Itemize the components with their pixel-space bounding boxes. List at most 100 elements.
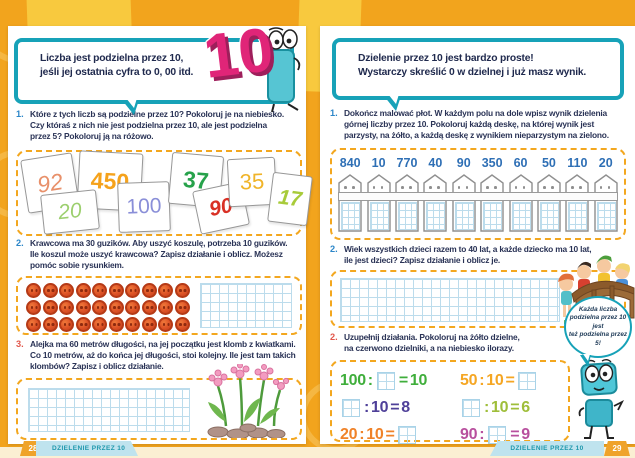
equation-token: = (505, 372, 515, 389)
equation-blank[interactable] (462, 399, 480, 417)
number-card-20[interactable]: 20 (40, 189, 100, 235)
fence-plank[interactable] (452, 174, 476, 232)
chapter-ribbon: DZIELENIE PRZEZ 10 (490, 441, 604, 456)
fence-dividend: 50 (541, 156, 556, 170)
button-icon (158, 283, 173, 298)
chapter-title: DZIELENIE PRZEZ 10 (510, 445, 584, 452)
fence-column: 770 (393, 156, 421, 232)
number-card-100[interactable]: 100 (117, 181, 171, 233)
button-icon (92, 283, 107, 298)
big-ten-graphic: 10 (200, 15, 277, 92)
plank-answer-grid[interactable] (568, 202, 588, 230)
fence-rail (338, 192, 618, 201)
fence-column: 40 (421, 156, 449, 232)
button-icon (158, 300, 173, 315)
equation-blank[interactable] (376, 372, 395, 390)
left-page: Liczba jest podzielna przez 10, jeśli je… (8, 15, 313, 444)
plank-answer-grid[interactable] (539, 202, 559, 230)
page-number: 29 (612, 444, 622, 453)
equation-token: : (359, 426, 365, 443)
button-row (26, 300, 191, 317)
equation: :10 = 6 (460, 399, 566, 417)
equation-token: = (385, 426, 395, 443)
equation: :10 = 8 (340, 399, 460, 417)
plank-answer-grid[interactable] (596, 202, 616, 230)
equation-token: = (510, 399, 520, 416)
fence-plank[interactable] (423, 174, 448, 232)
fence-plank[interactable] (338, 174, 362, 232)
button-icon (42, 283, 58, 298)
button-icon (92, 300, 107, 315)
plank-answer-grid[interactable] (397, 202, 417, 230)
button-icon (141, 300, 157, 315)
fence-plank[interactable] (594, 174, 618, 232)
equation-blank[interactable] (518, 372, 537, 390)
equation-token: : (364, 399, 370, 416)
equation-token: = (398, 372, 408, 389)
plank-answer-grid[interactable] (426, 202, 446, 230)
children-illustration (558, 255, 635, 324)
plank-answer-grid[interactable] (341, 202, 361, 230)
button-icon (108, 300, 124, 315)
flowers-illustration (207, 364, 290, 438)
equation-token: = (390, 399, 400, 416)
hint-bubble: Każda liczba podzielna przez 10 jest też… (564, 296, 632, 367)
fence-plank[interactable] (508, 174, 533, 232)
page-number: 28 (28, 444, 38, 453)
chapter-title: DZIELENIE PRZEZ 10 (52, 445, 126, 452)
button-icon (125, 317, 140, 332)
pencil-character-icon (267, 27, 301, 113)
answer-grid[interactable] (340, 278, 560, 322)
button-icon (75, 283, 91, 298)
fence-dividend: 20 (598, 156, 613, 170)
answer-grid[interactable] (200, 283, 292, 328)
plank-answer-grid[interactable] (511, 202, 531, 230)
fence-dividend: 10 (371, 156, 386, 170)
flowers-box (16, 364, 302, 440)
equation-token: 90 (460, 426, 478, 443)
fence-plank[interactable] (565, 174, 590, 232)
plank-answer-grid[interactable] (483, 202, 503, 230)
fence-plank[interactable] (480, 174, 504, 232)
equation-token: 100 (340, 372, 366, 389)
equation-token: : (479, 426, 485, 443)
chapter-ribbon: DZIELENIE PRZEZ 10 (36, 441, 138, 456)
button-icon (26, 300, 41, 315)
fence-column: 60 (506, 156, 534, 232)
button-icon (59, 283, 74, 298)
exercise-number: 2. (16, 238, 24, 248)
fence-plank[interactable] (537, 174, 561, 232)
button-row (26, 283, 191, 300)
fence-plank[interactable] (395, 174, 419, 232)
equation-token: 50 (460, 372, 478, 389)
right-speech-bubble: Dzielenie przez 10 jest bardzo proste! W… (332, 38, 624, 111)
equation-blank[interactable] (342, 399, 360, 417)
bubble-tail (580, 355, 591, 367)
equation: 50:10 = (460, 372, 566, 390)
exercise-text: Alejka ma 60 metrów długości, na jej poc… (30, 339, 296, 371)
plank-answer-grid[interactable] (369, 202, 389, 230)
fence-dividend: 350 (481, 156, 503, 170)
equation-blank[interactable] (398, 426, 417, 444)
bubble-tail-inner (388, 94, 399, 104)
exercise-text: Dokończ malować płot. W każdym polu na d… (344, 108, 609, 140)
children-box (330, 255, 635, 328)
equation-token: : (484, 399, 490, 416)
exercise-number: 2. (330, 332, 338, 342)
exercise-number: 3. (16, 339, 24, 349)
card-number: 35 (239, 168, 265, 195)
button-icon (92, 317, 107, 332)
plank-answer-grid[interactable] (454, 202, 474, 230)
answer-grid[interactable] (28, 388, 190, 432)
fence-plank[interactable] (366, 174, 391, 232)
fence-dividend: 40 (428, 156, 443, 170)
fence-column: 840 (336, 156, 364, 232)
exercise-number: 2. (330, 244, 338, 254)
equation-token: 6 (521, 399, 530, 416)
number-card-17[interactable]: 17 (267, 171, 313, 227)
equation-token: 10 (366, 426, 384, 443)
button-icon (108, 317, 124, 332)
button-icon (26, 283, 41, 298)
equation-token: = (510, 426, 520, 443)
fence-box: 840 10 770 40 90 350 60 50 110 20 (330, 148, 626, 240)
